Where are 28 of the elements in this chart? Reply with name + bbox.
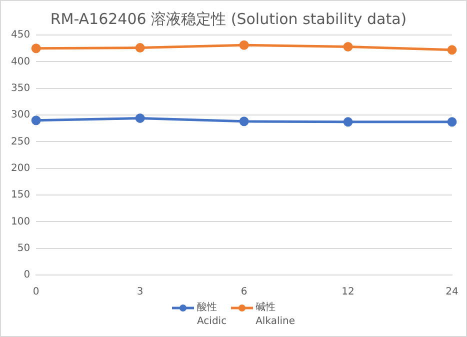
point [343, 117, 353, 127]
point [239, 40, 249, 50]
y-tick-label: 450 [10, 30, 30, 41]
y-tick-label: 50 [17, 242, 30, 254]
y-tick-label: 400 [10, 56, 30, 68]
y-tick-label: 150 [10, 190, 30, 201]
point [447, 117, 457, 127]
point [239, 116, 249, 126]
point [31, 44, 41, 54]
y-tick-label: 350 [10, 82, 30, 94]
y-tick-label: 100 [10, 216, 30, 228]
point [135, 43, 145, 53]
point [343, 42, 353, 52]
point [447, 45, 457, 55]
x-tick-label: 0 [32, 286, 40, 298]
y-tick-label: 250 [10, 136, 30, 148]
x-tick-label: 3 [136, 286, 144, 298]
x-tick-label: 12 [342, 286, 354, 298]
y-tick-label: 0 [24, 270, 30, 281]
y-tick-label: 300 [10, 110, 30, 121]
x-tick-label: 6 [240, 286, 248, 298]
y-tick-label: 200 [10, 162, 30, 174]
legend-label: 碱性 Alkaline [256, 301, 295, 329]
point [135, 113, 145, 123]
point [31, 116, 41, 126]
legend-label: 酸性 Acidic [197, 301, 227, 329]
chart-title: RM-A162406 溶液稳定性 (Solution stability data) [50, 10, 407, 28]
x-tick-label: 24 [446, 286, 458, 298]
